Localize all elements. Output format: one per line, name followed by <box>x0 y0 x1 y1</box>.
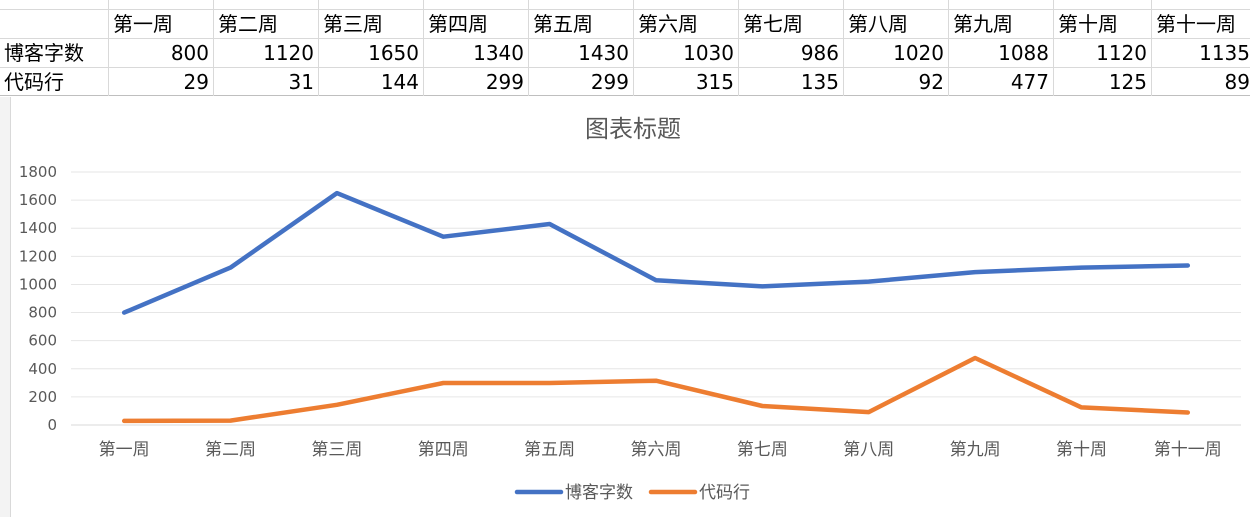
data-cell[interactable]: 477 <box>1010 70 1049 94</box>
data-cell[interactable]: 29 <box>183 70 209 94</box>
data-row-blog-words: 博客字数 800 1120 1650 1340 1430 1030 986 10… <box>0 39 1250 67</box>
header-cell[interactable]: 第五周 <box>533 12 593 36</box>
y-tick-label: 0 <box>47 416 57 434</box>
legend-label[interactable]: 代码行 <box>699 483 750 503</box>
y-tick-label: 800 <box>28 304 57 322</box>
data-cell[interactable]: 1120 <box>263 41 314 65</box>
y-tick-label: 1400 <box>19 219 57 237</box>
data-cell[interactable]: 1020 <box>893 41 944 65</box>
data-cell[interactable]: 299 <box>485 70 524 94</box>
header-cell[interactable]: 第十周 <box>1058 12 1118 36</box>
data-cell[interactable]: 89 <box>1224 70 1250 94</box>
data-cell[interactable]: 800 <box>170 41 209 65</box>
chart-title[interactable]: 图表标题 <box>585 115 681 143</box>
x-axis-labels: 第一周 第二周 第三周 第四周 第五周 第六周 第七周 第八周 第九周 第十周 第十一周 <box>99 440 1222 460</box>
x-tick-label: 第八周 <box>843 440 894 460</box>
data-cell[interactable]: 1650 <box>368 41 419 65</box>
y-tick-label: 200 <box>28 388 57 406</box>
y-tick-label: 1800 <box>19 163 57 181</box>
cell-a1[interactable] <box>0 10 108 38</box>
x-tick-label: 第六周 <box>631 440 682 460</box>
series-line-1[interactable] <box>121 190 1191 315</box>
header-row: 第一周 第二周 第三周 第四周 第五周 第六周 第七周 第八周 第九周 第十周 … <box>0 10 1250 38</box>
line-chart[interactable]: 图表标题 0 200 400 600 800 1000 1200 1400 1600 1800 第… <box>10 97 1250 517</box>
grid-line <box>528 0 529 96</box>
header-cell[interactable]: 第六周 <box>638 12 698 36</box>
legend-label[interactable]: 博客字数 <box>565 483 633 503</box>
grid-line <box>0 9 1250 10</box>
x-tick-label: 第十一周 <box>1154 440 1222 460</box>
x-tick-label: 第九周 <box>950 440 1001 460</box>
grid-line <box>1053 0 1054 96</box>
chart-series <box>121 190 1191 424</box>
y-tick-label: 400 <box>28 360 57 378</box>
x-tick-label: 第七周 <box>737 440 788 460</box>
grid-line <box>318 0 319 96</box>
y-axis-labels: 0 200 400 600 800 1000 1200 1400 1600 1800 <box>19 163 57 434</box>
header-cell[interactable]: 第三周 <box>323 12 383 36</box>
data-cell[interactable]: 135 <box>800 70 839 94</box>
header-cell[interactable]: 第一周 <box>113 12 173 36</box>
header-cell[interactable]: 第七周 <box>743 12 803 36</box>
grid-line <box>0 38 1250 39</box>
grid-line <box>1151 0 1152 96</box>
row-label[interactable]: 博客字数 <box>4 41 84 65</box>
chart-legend[interactable]: 博客字数 代码行 <box>514 483 750 503</box>
spreadsheet-grid: 第一周 第二周 第三周 第四周 第五周 第六周 第七周 第八周 第九周 第十周 … <box>0 0 1250 96</box>
grid-line <box>948 0 949 96</box>
y-tick-label: 1200 <box>19 247 57 265</box>
chart-gridlines <box>71 171 1241 426</box>
data-cell[interactable]: 144 <box>380 70 419 94</box>
header-cell[interactable]: 第九周 <box>953 12 1013 36</box>
header-cell[interactable]: 第八周 <box>848 12 908 36</box>
grid-line <box>213 0 214 96</box>
grid-line <box>0 67 1250 68</box>
header-cell[interactable]: 第四周 <box>428 12 488 36</box>
data-cell[interactable]: 125 <box>1108 70 1147 94</box>
data-cell[interactable]: 1030 <box>683 41 734 65</box>
data-cell[interactable]: 1120 <box>1096 41 1147 65</box>
y-tick-label: 600 <box>28 332 57 350</box>
data-cell[interactable]: 1340 <box>473 41 524 65</box>
grid-line <box>843 0 844 96</box>
data-cell[interactable]: 92 <box>918 70 944 94</box>
x-tick-label: 第十周 <box>1056 440 1107 460</box>
header-cell[interactable]: 第二周 <box>218 12 278 36</box>
grid-line <box>633 0 634 96</box>
chart-canvas: 图表标题 0 200 400 600 800 1000 1200 1400 1600 1800 第… <box>19 115 1241 503</box>
x-tick-label: 第一周 <box>99 440 150 460</box>
grid-line <box>0 95 1250 96</box>
data-cell[interactable]: 1088 <box>998 41 1049 65</box>
grid-line <box>738 0 739 96</box>
x-tick-label: 第二周 <box>205 440 256 460</box>
grid-line <box>423 0 424 96</box>
series-line-2[interactable] <box>121 355 1191 424</box>
y-tick-label: 1600 <box>19 191 57 209</box>
x-tick-label: 第三周 <box>311 440 362 460</box>
chart-left-margin <box>0 97 10 517</box>
row-label[interactable]: 代码行 <box>4 70 64 94</box>
data-row-code-lines: 代码行 29 31 144 299 299 315 135 92 477 125… <box>0 68 1250 96</box>
x-tick-label: 第四周 <box>418 440 469 460</box>
grid-line <box>108 0 109 96</box>
data-cell[interactable]: 31 <box>288 70 314 94</box>
x-tick-label: 第五周 <box>524 440 575 460</box>
header-cell[interactable]: 第十一周 <box>1156 12 1236 36</box>
data-cell[interactable]: 315 <box>695 70 734 94</box>
data-cell[interactable]: 1430 <box>578 41 629 65</box>
data-cell[interactable]: 299 <box>590 70 629 94</box>
y-tick-label: 1000 <box>19 275 57 293</box>
data-cell[interactable]: 1135 <box>1199 41 1250 65</box>
data-cell[interactable]: 986 <box>800 41 839 65</box>
